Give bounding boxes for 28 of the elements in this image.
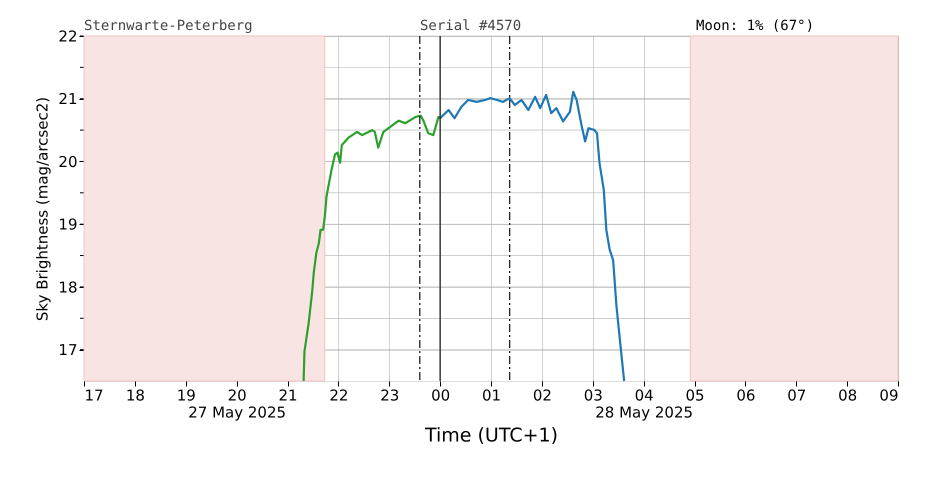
y-tick-label: 20 (58, 152, 78, 171)
x-tick-label: 03 (584, 386, 603, 404)
x-tick-label: 17 (84, 386, 104, 404)
x-tick-label: 09 (879, 386, 898, 404)
y-tick-label: 21 (58, 90, 78, 108)
y-tick-label: 19 (58, 216, 78, 234)
x-tick-label: 19 (176, 386, 196, 404)
x-tick-label: 05 (685, 386, 705, 404)
y-axis-title: Sky Brightness (mag/arcsec2) (33, 96, 52, 322)
x-tick-label: 02 (532, 386, 552, 404)
x-tick-label: 00 (431, 386, 450, 404)
y-tick-label: 17 (58, 341, 78, 360)
x-tick-label: 21 (278, 386, 298, 404)
y-tick-label: 22 (58, 28, 78, 46)
line-series (302, 114, 442, 382)
x-tick-label: 18 (126, 386, 145, 404)
text: Sternwarte-Peterberg (84, 18, 253, 34)
x-tick-label: 01 (482, 386, 502, 404)
x-tick-label: 06 (736, 386, 756, 404)
text: Serial #4570 (420, 18, 522, 34)
x-axis-title: Time (UTC+1) (424, 424, 558, 446)
x-tick-label: 23 (380, 386, 400, 404)
text: Moon: 1% (67°) (696, 18, 814, 34)
x-tick-label: 08 (838, 386, 858, 404)
x-tick-label: 07 (787, 386, 806, 404)
x-tick-label: 22 (329, 386, 348, 404)
line-series (439, 90, 626, 382)
y-tick-label: 18 (58, 278, 78, 296)
